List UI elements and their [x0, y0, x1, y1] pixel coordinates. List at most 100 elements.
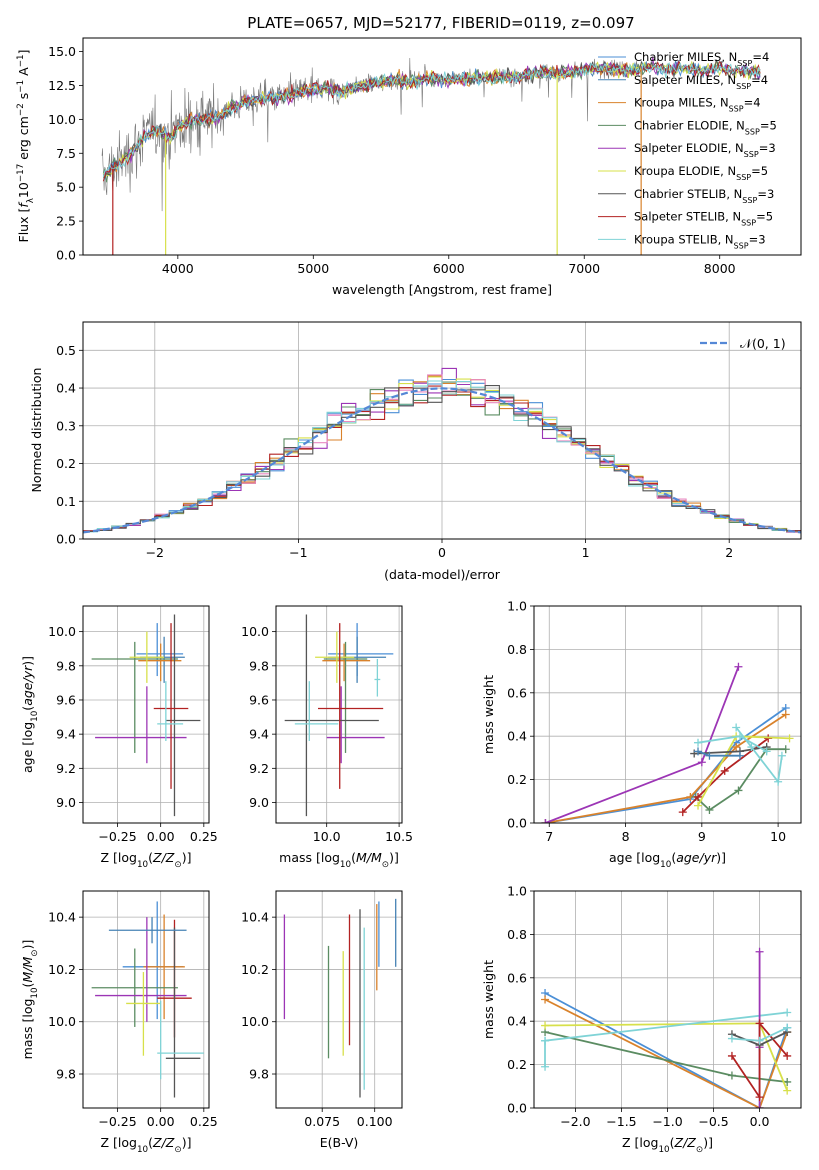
y-axis-label-part: age [log — [20, 722, 35, 773]
y-tick-label: 15.0 — [48, 44, 76, 59]
mass-weight-line — [544, 992, 789, 1108]
y-tick-label: 1.0 — [507, 599, 527, 614]
x-tick-label: −1 — [289, 545, 307, 560]
legend-entry: Salpeter MILES, NSSP=4 — [634, 73, 768, 91]
legend-entry: 𝒩(0, 1) — [740, 336, 786, 351]
y-axis-label-part: ( — [20, 706, 35, 711]
y-axis-label-part: age/yr — [20, 665, 35, 706]
mass-weight-marker — [735, 751, 744, 760]
y-tick-label: 0.0 — [56, 532, 76, 547]
x-axis-label-part: ⊙ — [382, 860, 389, 870]
legend-entry-part: =4 — [752, 50, 769, 64]
model-spectrum-line — [102, 61, 761, 178]
legend-entry-part: Kroupa STELIB, N — [634, 232, 734, 246]
legend-entry-part: =5 — [760, 118, 777, 132]
mass-weight-marker — [541, 995, 550, 1004]
x-axis-label-part: age [log — [609, 850, 660, 865]
x-axis-label: wavelength [Angstrom, rest frame] — [332, 282, 552, 297]
legend-entry-part: =3 — [749, 232, 766, 246]
x-axis-label-part: Z/Z — [152, 1135, 175, 1150]
mass-weight-marker — [705, 751, 714, 760]
legend-entry: Chabrier STELIB, NSSP=3 — [634, 187, 774, 205]
y-tick-label: 10.2 — [241, 962, 269, 977]
axes-frame — [82, 890, 210, 1109]
mass-weight-marker — [541, 1021, 550, 1030]
y-axis-label-part: mass [log — [20, 999, 35, 1060]
mass-weight-marker — [755, 1104, 764, 1108]
x-tick-label: 0.00 — [147, 1114, 175, 1129]
x-axis-label-part: ( — [148, 1135, 153, 1150]
mass-weight-marker — [747, 743, 756, 752]
normal-reference-curve — [83, 387, 801, 534]
plot-area — [83, 367, 801, 534]
y-tick-label: 0.5 — [56, 343, 76, 358]
x-axis-label-part: ( — [670, 1135, 675, 1150]
mass-weight-line — [735, 726, 783, 785]
y-tick-label: 9.0 — [56, 795, 76, 810]
y-tick-label: 10.0 — [48, 112, 76, 127]
x-axis-label-part: Z [log — [101, 1135, 137, 1150]
mass-weight-marker — [727, 1051, 736, 1060]
y-tick-label: 0.1 — [56, 494, 76, 509]
y-tick-label: 9.8 — [56, 1067, 76, 1082]
x-tick-label: 6000 — [433, 261, 465, 276]
x-tick-label: 10 — [770, 829, 786, 844]
x-axis-label-part: Z [log — [101, 850, 137, 865]
y-axis-label-part: s — [16, 93, 31, 104]
mass-weight-marker — [732, 743, 741, 752]
y-tick-label: 10.4 — [48, 910, 76, 925]
x-axis-label-part: 10 — [340, 860, 351, 870]
legend-entry-part: =5 — [756, 210, 773, 224]
legend-entry-part: =3 — [757, 187, 774, 201]
x-axis-label-part: )] — [182, 1135, 192, 1150]
y-axis-label-part: −1 — [16, 54, 26, 67]
mass-weight-marker — [705, 805, 714, 814]
y-axis-label-part: λ — [26, 198, 36, 203]
y-tick-label: 9.2 — [249, 761, 269, 776]
y-axis-label-part: 10 — [30, 987, 40, 998]
x-axis-label: Z [log10(Z/Z⊙)] — [101, 850, 192, 870]
mass-weight-marker — [694, 801, 703, 810]
x-tick-label: −1.5 — [606, 1114, 636, 1129]
y-axis-label-part: A — [16, 67, 31, 80]
legend-entry-part: Chabrier MILES, N — [634, 50, 737, 64]
legend-entry-part: Salpeter ELODIE, N — [634, 141, 744, 155]
y-tick-label: 9.8 — [249, 658, 269, 673]
y-axis-label-part: −17 — [16, 164, 26, 182]
y-axis-label-part: 10 — [30, 711, 40, 722]
y-tick-label: 0.3 — [56, 418, 76, 433]
y-tick-label: 0.2 — [56, 456, 76, 471]
mass-weight-marker — [755, 1019, 764, 1028]
x-axis-label: (data-model)/error — [384, 567, 501, 582]
x-axis-label-part: )] — [703, 1135, 713, 1150]
y-tick-label: 9.4 — [249, 727, 269, 742]
axes-frame — [82, 605, 210, 824]
mass-weight-marker — [755, 1093, 764, 1102]
x-tick-label: 0.00 — [147, 829, 175, 844]
x-axis-label-part: ( — [671, 850, 676, 865]
plot-area — [284, 614, 394, 817]
y-axis-label: mass [log10(M/M⊙)] — [20, 940, 40, 1060]
x-tick-label: 1 — [582, 545, 590, 560]
axes-age-vs-z: −0.25 0.00 0.259.09.29.49.69.810.0Z [log10… — [20, 605, 218, 870]
x-tick-label: 8 — [622, 829, 630, 844]
x-tick-label: −2 — [146, 545, 164, 560]
mass-weight-line — [545, 666, 740, 823]
legend-entry-part: SSP — [742, 195, 757, 204]
x-axis-label-part: ⊙ — [696, 1145, 703, 1155]
legend-entry-part: SSP — [736, 173, 751, 182]
y-tick-label: 2.5 — [56, 214, 76, 229]
legend-entry-part: SSP — [734, 241, 749, 250]
mass-weight-marker — [762, 747, 771, 756]
y-axis-label-part: M/M — [20, 957, 35, 983]
mass-weight-marker — [785, 734, 794, 743]
y-tick-label: 0.6 — [507, 970, 527, 985]
x-axis-label-part: 10 — [137, 860, 148, 870]
y-axis-label: Normed distribution — [29, 368, 44, 493]
mass-weight-marker — [694, 747, 703, 756]
y-tick-label: 10.0 — [48, 624, 76, 639]
y-tick-label: 7.5 — [56, 146, 76, 161]
mass-weight-marker — [720, 766, 729, 775]
mass-weight-marker — [783, 1023, 792, 1032]
